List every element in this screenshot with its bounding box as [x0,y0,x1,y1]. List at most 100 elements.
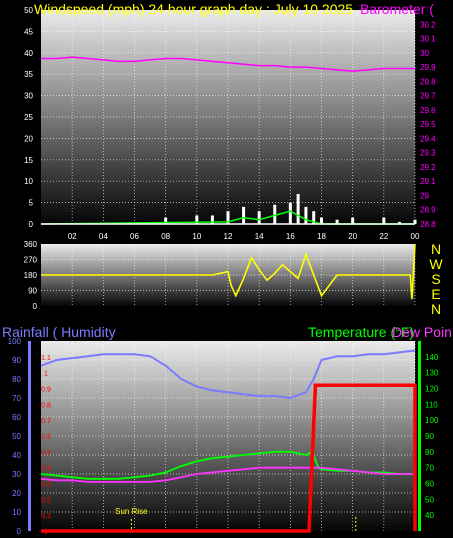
right-ticks-1: 28.8 28.9 29 29.1 29.2 29.3 29.4 29.5 29.6 29.7 29… [420,20,436,229]
windspeed-bar [242,206,246,224]
rain-tick-label: 0.1 [41,513,51,520]
y2-tick-label: 28.9 [420,206,436,215]
y2-tick-label: 30.2 [420,20,436,29]
temperature-tick-label: 110 [425,400,438,409]
temperature-tick-label: 140 [425,353,439,362]
x-tick-label: 16 [286,232,295,241]
humidity-tick-label: 10 [12,508,21,517]
y-tick-label: 90 [28,287,37,296]
compass-label: N [431,301,441,317]
y-tick-label: 15 [24,156,33,165]
x-tick-label: 20 [348,232,357,241]
x-ticks-1: 02 04 06 08 10 12 14 16 18 20 22 00 [68,232,420,241]
temperature-tick-label: 70 [425,464,434,473]
rain-tick-label: 0.9 [41,387,51,394]
compass-label: W [429,256,443,272]
y2-tick-label: 29.7 [420,92,436,101]
windspeed-bar [320,217,323,224]
y-tick-label: 20 [24,134,33,143]
y-tick-label: 180 [24,271,38,280]
series-2 [41,243,416,300]
y2-tick-label: 29.9 [420,63,436,72]
windspeed-bar [413,219,417,224]
y2-tick-label: 30.1 [420,35,436,44]
compass-label: E [431,286,440,302]
windspeed-bar [335,219,339,224]
windspeed-bar [164,217,168,224]
humidity-tick-label: 40 [12,451,21,460]
windspeed-bar [288,202,292,224]
windspeed-bar [195,215,199,224]
series-3 [40,349,417,533]
y-tick-label: 360 [24,240,38,249]
y-tick-label: 25 [24,113,33,122]
y-tick-label: 270 [24,256,38,265]
left-ticks-1: 0 5 10 15 20 25 30 35 40 45 50 [24,6,33,229]
temperature-tick-label: 100 [425,416,439,425]
x-tick-label: 00 [411,232,420,241]
y2-tick-label: 29.4 [420,134,436,143]
y2-tick-label: 29.3 [420,149,436,158]
wind-direction-line [41,243,416,300]
y2-tick-label: 29 [420,191,429,200]
x-tick-label: 22 [379,232,388,241]
temperature-tick-label: 40 [425,511,434,520]
x-tick-label: 12 [224,232,233,241]
humidity-tick-label: 50 [12,432,21,441]
humidity-tick-label: 80 [12,375,21,384]
y-tick-label: 35 [24,70,33,79]
temperature-tick-label: 80 [425,448,434,457]
grid-3 [41,341,416,531]
rain-ticks: 00.10.20.30.40.50.60.70.80.911.1 [41,355,51,536]
rain-tick-label: 0.7 [41,418,51,425]
rain-tick-label: 1.1 [41,355,51,362]
chart-title-1: Windspeed (mph) 24 hour graph day : July… [34,1,353,17]
x-tick-label: 18 [317,232,326,241]
compass-label: N [431,241,441,257]
windspeed-bar [210,215,214,224]
temperature-tick-label: 90 [425,432,434,441]
windspeed-bar [226,211,230,224]
y2-tick-label: 29.5 [420,120,436,129]
humidity-line [40,349,416,400]
y2-tick-label: 28.8 [420,220,436,229]
temperature-tick-label: 130 [425,369,439,378]
series-1 [40,56,417,225]
temperature-tick-label: 50 [425,495,434,504]
rain-tick-label: 1 [44,371,48,378]
annotations-3: Sun Rise [115,507,357,531]
panel-rain-humidity-temp: 0 10 20 30 40 50 60 70 80 90 100 0 0.1 0.2 0.3 0.4 0.5 0… [2,324,452,536]
temperature-tick-label: 60 [425,480,434,489]
y-tick-label: 30 [24,92,33,101]
x-tick-label: 10 [192,232,201,241]
windspeed-bar [273,204,277,224]
windspeed-bar [312,211,316,224]
rainfall-line [41,383,417,533]
barometer-line [41,56,415,73]
humidity-tick-label: 60 [12,413,21,422]
sunrise-label: Sun Rise [115,507,148,516]
left-ticks-2: 0 90 180 270 360 [24,240,38,311]
y2-tick-label: 29.8 [420,77,436,86]
right-title-1: Barometer ( [360,1,434,17]
humidity-tick-label: 100 [8,337,22,346]
windspeed-bar [296,194,300,224]
y-tick-label: 0 [33,302,38,311]
rain-tick-label: 0.2 [41,497,51,504]
x-tick-label: 14 [255,232,264,241]
humidity-tick-label: 0 [17,527,22,536]
x-tick-label: 06 [130,232,139,241]
windspeed-bar [382,217,386,224]
windspeed-bar [351,217,355,224]
y2-tick-label: 29.6 [420,106,436,115]
y-tick-label: 40 [24,49,33,58]
dewpoint-line [40,466,415,483]
x-tick-label: 04 [99,232,108,241]
humidity-tick-label: 70 [12,394,21,403]
right-title-3b: Dew Poin [392,324,452,340]
humidity-tick-label: 20 [12,489,21,498]
humidity-ticks: 0 10 20 30 40 50 60 70 80 90 100 [8,337,22,536]
